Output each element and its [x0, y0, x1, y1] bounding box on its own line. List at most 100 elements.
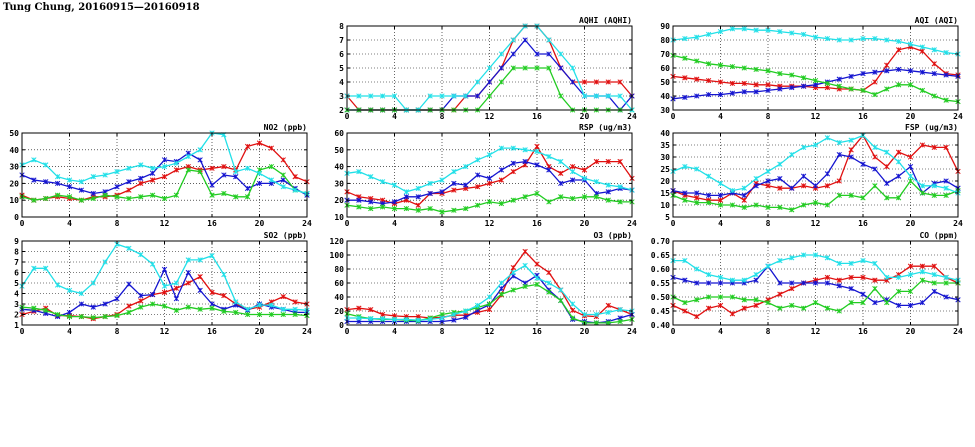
data-point-cyan [546, 37, 552, 43]
x-tick-label: 16 [532, 327, 542, 336]
data-point-blue [90, 190, 96, 197]
data-point-blue [777, 86, 783, 92]
data-point-green [895, 82, 902, 88]
data-point-green [558, 297, 564, 304]
data-point-cyan [221, 271, 227, 278]
data-point-red [292, 174, 298, 180]
data-point-cyan [593, 93, 600, 99]
data-point-green [569, 315, 576, 321]
data-point-green [860, 195, 866, 201]
data-point-red [593, 79, 600, 85]
data-point-blue [534, 51, 540, 57]
data-point-blue [197, 157, 203, 163]
data-point-green [682, 299, 688, 306]
data-point-blue [919, 299, 926, 306]
data-point-blue [534, 162, 540, 168]
data-point-green [102, 313, 108, 320]
data-point-red [451, 187, 457, 193]
data-point-red [789, 285, 795, 292]
data-point-blue [872, 166, 878, 172]
x-tick-label: 16 [858, 112, 868, 121]
data-point-blue [860, 70, 866, 77]
data-point-green [753, 66, 759, 73]
data-point-red [765, 82, 771, 88]
y-tick-label: 9 [14, 237, 19, 246]
data-point-cyan [463, 308, 469, 314]
data-point-cyan [149, 165, 156, 171]
data-point-cyan [368, 174, 374, 180]
data-point-cyan [682, 35, 688, 42]
data-point-green [138, 194, 144, 200]
data-point-green [149, 192, 156, 198]
data-point-cyan [931, 47, 937, 53]
data-point-blue [824, 280, 831, 286]
data-point-cyan [765, 263, 771, 269]
data-point-green [379, 204, 386, 210]
x-tick-label: 12 [160, 219, 170, 228]
data-point-blue [895, 66, 902, 73]
x-tick-label: 24 [627, 327, 637, 336]
data-point-cyan [149, 261, 156, 267]
data-point-green [391, 205, 398, 212]
data-point-blue [558, 65, 564, 71]
y-tick-label: 5 [665, 213, 670, 222]
x-tick-label: 0 [671, 112, 676, 121]
data-point-cyan [474, 157, 481, 163]
data-point-green [534, 190, 540, 197]
data-point-green [43, 195, 49, 202]
data-point-red [729, 311, 736, 317]
data-point-green [569, 195, 576, 202]
data-point-green [777, 204, 783, 211]
data-point-red [931, 144, 937, 151]
data-point-red [800, 183, 807, 189]
data-point-green [617, 199, 623, 205]
data-point-red [860, 274, 866, 281]
data-point-cyan [884, 37, 890, 43]
y-tick-label: 20 [334, 307, 344, 316]
data-point-cyan [777, 161, 783, 167]
data-point-red [173, 285, 180, 291]
page-title: Tung Chung, 20160915—20160918 [3, 2, 200, 13]
chart-rsp: 0 4 8 12 16 20 24 10 20 30 40 50 60 RSP (ug/m3) [334, 123, 637, 228]
data-point-red [872, 79, 878, 85]
chart-aqhi: 0 4 8 12 16 20 24 2 3 4 5 6 7 8 AQHI (AQHI) [339, 16, 637, 121]
data-point-green [777, 305, 783, 311]
data-point-cyan [463, 163, 469, 170]
data-point-cyan [907, 41, 914, 47]
data-point-green [102, 192, 108, 198]
data-point-blue [753, 277, 759, 283]
data-point-blue [498, 65, 505, 71]
data-point-cyan [717, 28, 724, 35]
data-point-cyan [510, 145, 516, 151]
data-point-cyan [534, 148, 540, 155]
data-point-cyan [789, 30, 795, 36]
data-point-cyan [558, 51, 564, 57]
data-point-red [931, 61, 937, 67]
data-point-red [741, 80, 747, 87]
data-point-green [415, 207, 421, 213]
data-point-blue [907, 302, 914, 309]
data-point-cyan [919, 44, 926, 50]
data-point-cyan [558, 287, 564, 293]
data-point-cyan [836, 260, 842, 267]
data-point-blue [812, 183, 819, 189]
data-point-red [581, 79, 588, 85]
data-point-red [919, 142, 926, 148]
data-point-green [705, 294, 712, 300]
data-point-green [173, 307, 180, 313]
data-point-blue [546, 167, 552, 173]
data-point-green [919, 277, 926, 283]
data-point-cyan [617, 93, 623, 99]
data-point-cyan [753, 175, 759, 182]
data-point-blue [149, 170, 156, 176]
data-point-blue [824, 171, 831, 177]
data-point-blue [546, 51, 552, 57]
x-tick-label: 24 [627, 112, 637, 121]
data-point-green [66, 194, 73, 200]
data-point-blue [717, 91, 724, 98]
y-tick-label: 50 [9, 129, 19, 138]
data-point-green [824, 80, 831, 87]
data-point-blue [765, 87, 771, 94]
data-point-green [717, 202, 724, 208]
data-point-green [812, 299, 819, 306]
